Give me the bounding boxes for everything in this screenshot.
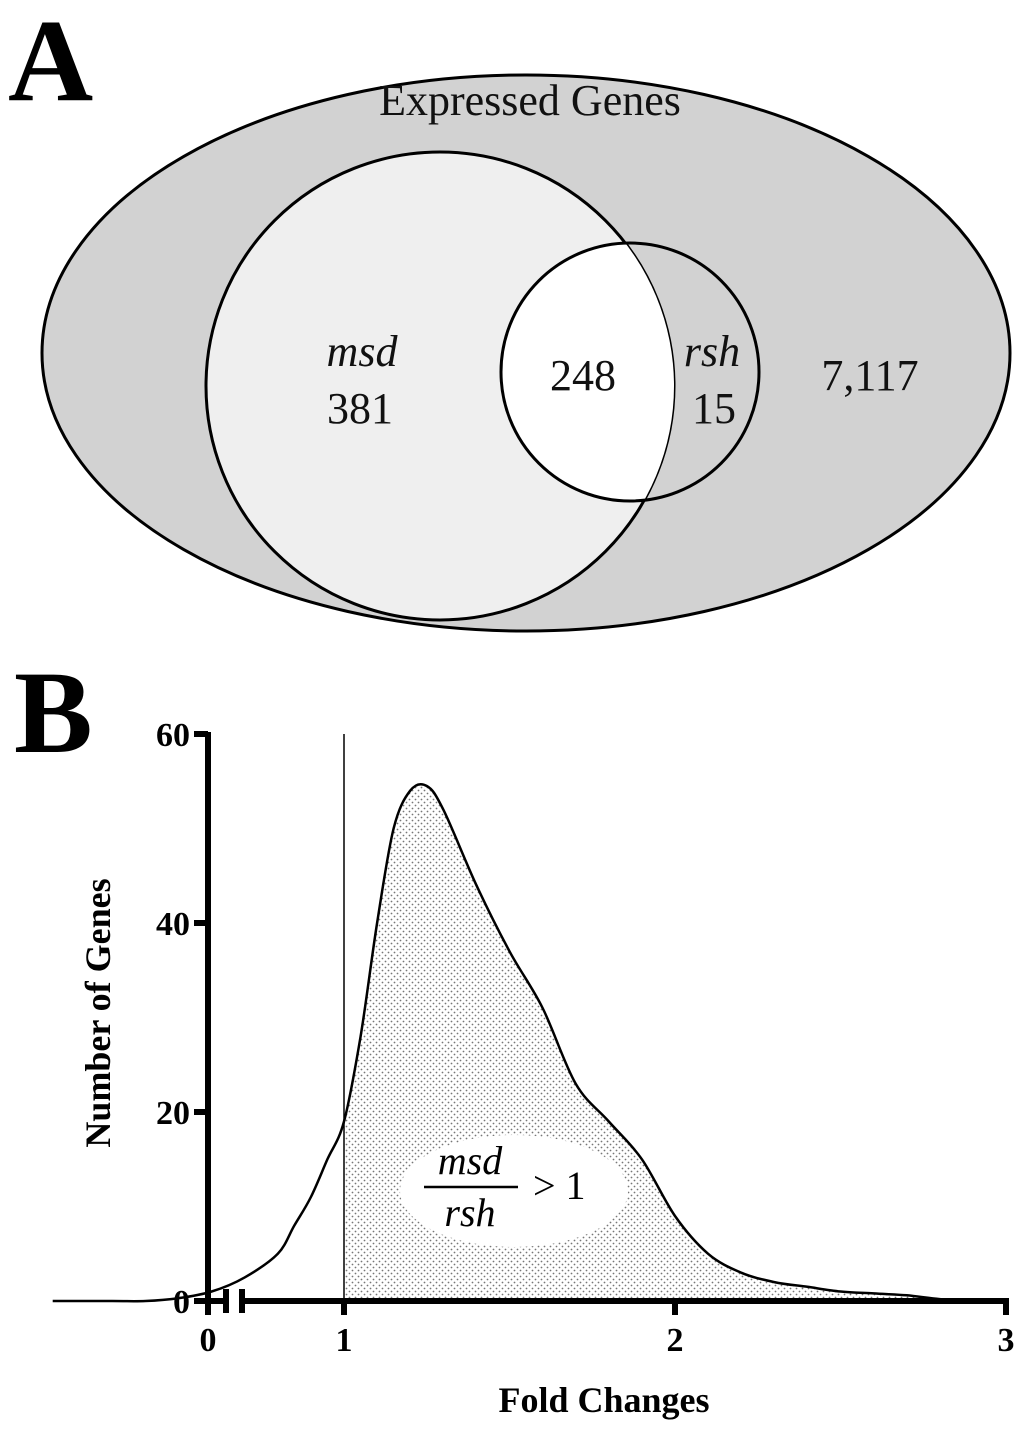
panel-a: A Expressed Genes msd 381 248 rsh 15 7,1… [8,0,1012,633]
y-tick-label: 60 [156,717,190,754]
overlap-region [501,243,674,501]
y-tick-label: 20 [156,1095,190,1132]
annotation-relation: > 1 [533,1163,586,1208]
x-tick-label: 3 [998,1322,1015,1359]
x-tick-label: 1 [336,1322,353,1359]
annotation-denominator: rsh [444,1190,495,1235]
y-axis-title: Number of Genes [78,878,118,1147]
annotation-numerator: msd [438,1138,503,1183]
y-ticks: 0 20 40 60 [156,717,208,1321]
panel-a-letter: A [8,0,93,126]
x-tick-label: 0 [200,1322,217,1359]
annotation-backdrop [400,1135,628,1247]
density-curve [52,782,973,1303]
panel-b-letter: B [14,647,93,778]
outside-count: 7,117 [821,351,918,400]
msd-only-count: 381 [327,384,393,433]
x-tick-label: 2 [667,1322,684,1359]
y-tick-label: 40 [156,906,190,943]
x-axis-title: Fold Changes [498,1380,709,1420]
msd-set-name: msd [327,327,399,376]
x-ticks: 0 1 2 3 [200,1301,1015,1359]
rsh-circle [499,241,761,503]
y-tick-label: 0 [173,1284,190,1321]
ratio-annotation: msd rsh > 1 [424,1138,586,1235]
expressed-genes-label: Expressed Genes [379,76,681,125]
overlap-count: 248 [550,351,616,400]
rsh-set-name: rsh [684,327,740,376]
rsh-only-count: 15 [692,384,736,433]
